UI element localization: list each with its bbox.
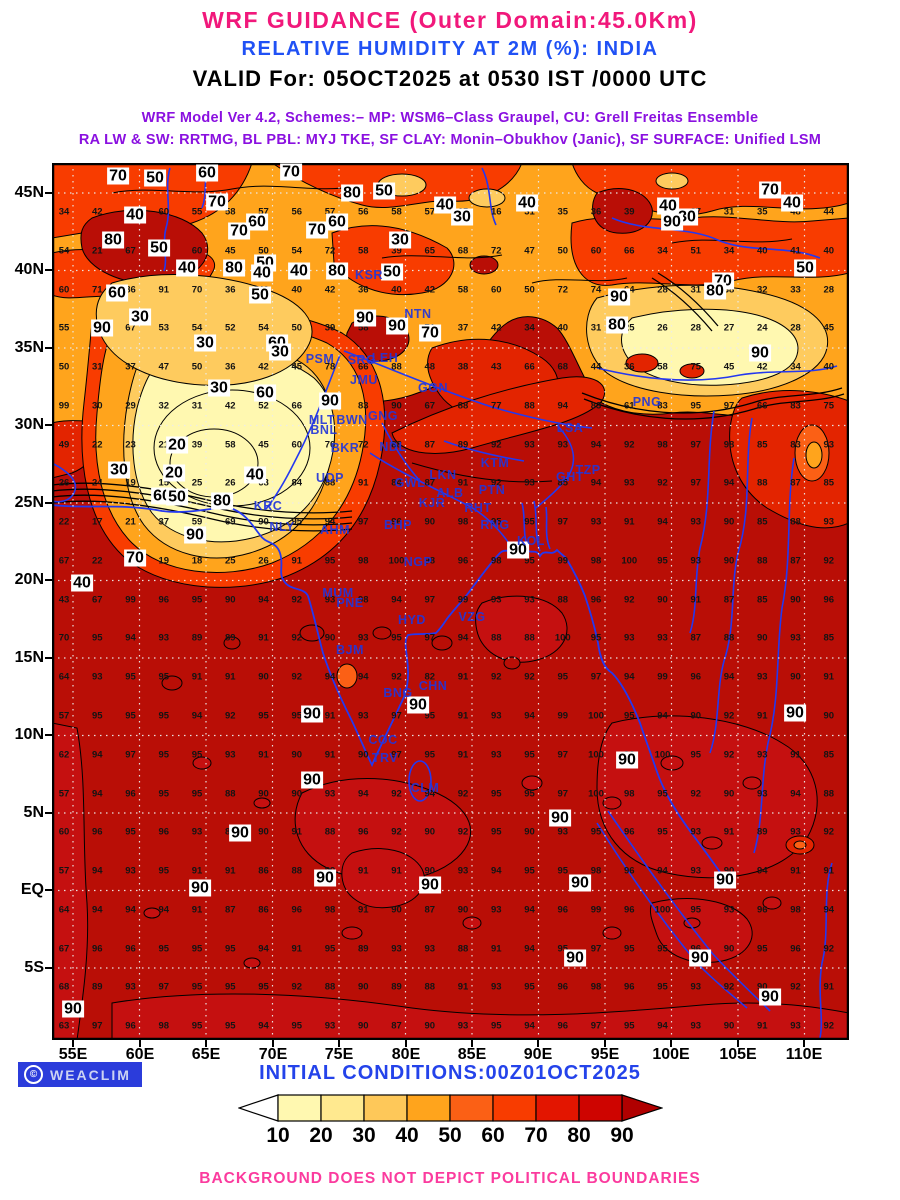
lat-tick-mark: [45, 734, 52, 736]
colorbar-under-arrow: [237, 1094, 279, 1122]
colorbar-over-arrow: [621, 1094, 664, 1122]
colorbar-segment: [320, 1094, 365, 1122]
lat-tick-mark: [45, 269, 52, 271]
lon-tick-mark: [205, 1040, 207, 1047]
lon-tick-mark: [471, 1040, 473, 1047]
map-border: [51, 162, 850, 1041]
lat-tick-mark: [45, 889, 52, 891]
colorbar-tick-label: 60: [481, 1124, 505, 1147]
lat-tick-mark: [45, 967, 52, 969]
weaclim-logo: © WEACLIM: [18, 1062, 142, 1087]
copyright-icon: ©: [24, 1065, 43, 1084]
colorbar-tick-label: 80: [567, 1124, 591, 1147]
colorbar-segment: [492, 1094, 537, 1122]
lon-tick-mark: [272, 1040, 274, 1047]
lat-tick-mark: [45, 192, 52, 194]
colorbar-segment: [406, 1094, 451, 1122]
colorbar-segment: [449, 1094, 494, 1122]
colorbar-segment: [535, 1094, 580, 1122]
lon-tick-mark: [670, 1040, 672, 1047]
lat-tick-label: 5S: [24, 959, 44, 976]
colorbar-segment: [578, 1094, 623, 1122]
lon-tick-mark: [604, 1040, 606, 1047]
disclaimer-text: BACKGROUND DOES NOT DEPICT POLITICAL BOU…: [199, 1170, 701, 1187]
colorbar-tick-label: 90: [610, 1124, 634, 1147]
contour-map-canvas: [51, 162, 850, 1041]
colorbar-tick-label: 70: [524, 1124, 548, 1147]
page-subtitle: RELATIVE HUMIDITY AT 2M (%): INDIA: [241, 38, 659, 60]
colorbar-tick-label: 30: [352, 1124, 376, 1147]
initial-conditions-label: INITIAL CONDITIONS:00Z01OCT2025: [259, 1062, 641, 1084]
lat-tick-mark: [45, 347, 52, 349]
lat-tick-label: 25N: [14, 494, 44, 511]
lon-tick-mark: [537, 1040, 539, 1047]
colorbar-canvas: [237, 1094, 664, 1122]
valid-time-line: VALID For: 05OCT2025 at 0530 IST /0000 U…: [192, 66, 708, 91]
lat-tick-label: EQ: [20, 881, 44, 898]
logo-text: WEACLIM: [50, 1066, 131, 1083]
colorbar-segment: [277, 1094, 322, 1122]
lat-tick-mark: [45, 579, 52, 581]
lat-tick-label: 5N: [23, 804, 44, 821]
model-scheme-line-2: RA LW & SW: RRTMG, BL PBL: MYJ TKE, SF C…: [78, 132, 822, 148]
colorbar-tick-label: 40: [395, 1124, 419, 1147]
lat-tick-mark: [45, 812, 52, 814]
lon-tick-mark: [803, 1040, 805, 1047]
colorbar-tick-label: 10: [266, 1124, 290, 1147]
lat-tick-label: 10N: [14, 726, 44, 743]
colorbar-tick-label: 50: [438, 1124, 462, 1147]
lat-tick-mark: [45, 424, 52, 426]
map-plot: [51, 162, 850, 1041]
lon-tick-mark: [737, 1040, 739, 1047]
lat-tick-mark: [45, 657, 52, 659]
lon-tick-mark: [72, 1040, 74, 1047]
lat-tick-label: 15N: [14, 649, 44, 666]
lat-tick-label: 40N: [14, 261, 44, 278]
colorbar-tick-label: 20: [309, 1124, 333, 1147]
colorbar: [237, 1094, 664, 1122]
lon-tick-mark: [338, 1040, 340, 1047]
colorbar-segment: [363, 1094, 408, 1122]
lat-tick-mark: [45, 502, 52, 504]
lon-tick-mark: [405, 1040, 407, 1047]
lon-tick-mark: [139, 1040, 141, 1047]
lat-tick-label: 45N: [14, 184, 44, 201]
model-scheme-line-1: WRF Model Ver 4.2, Schemes:– MP: WSM6–Cl…: [141, 110, 759, 126]
lat-tick-label: 35N: [14, 339, 44, 356]
page-title: WRF GUIDANCE (Outer Domain:45.0Km): [202, 7, 698, 33]
lat-tick-label: 20N: [14, 571, 44, 588]
lat-tick-label: 30N: [14, 416, 44, 433]
